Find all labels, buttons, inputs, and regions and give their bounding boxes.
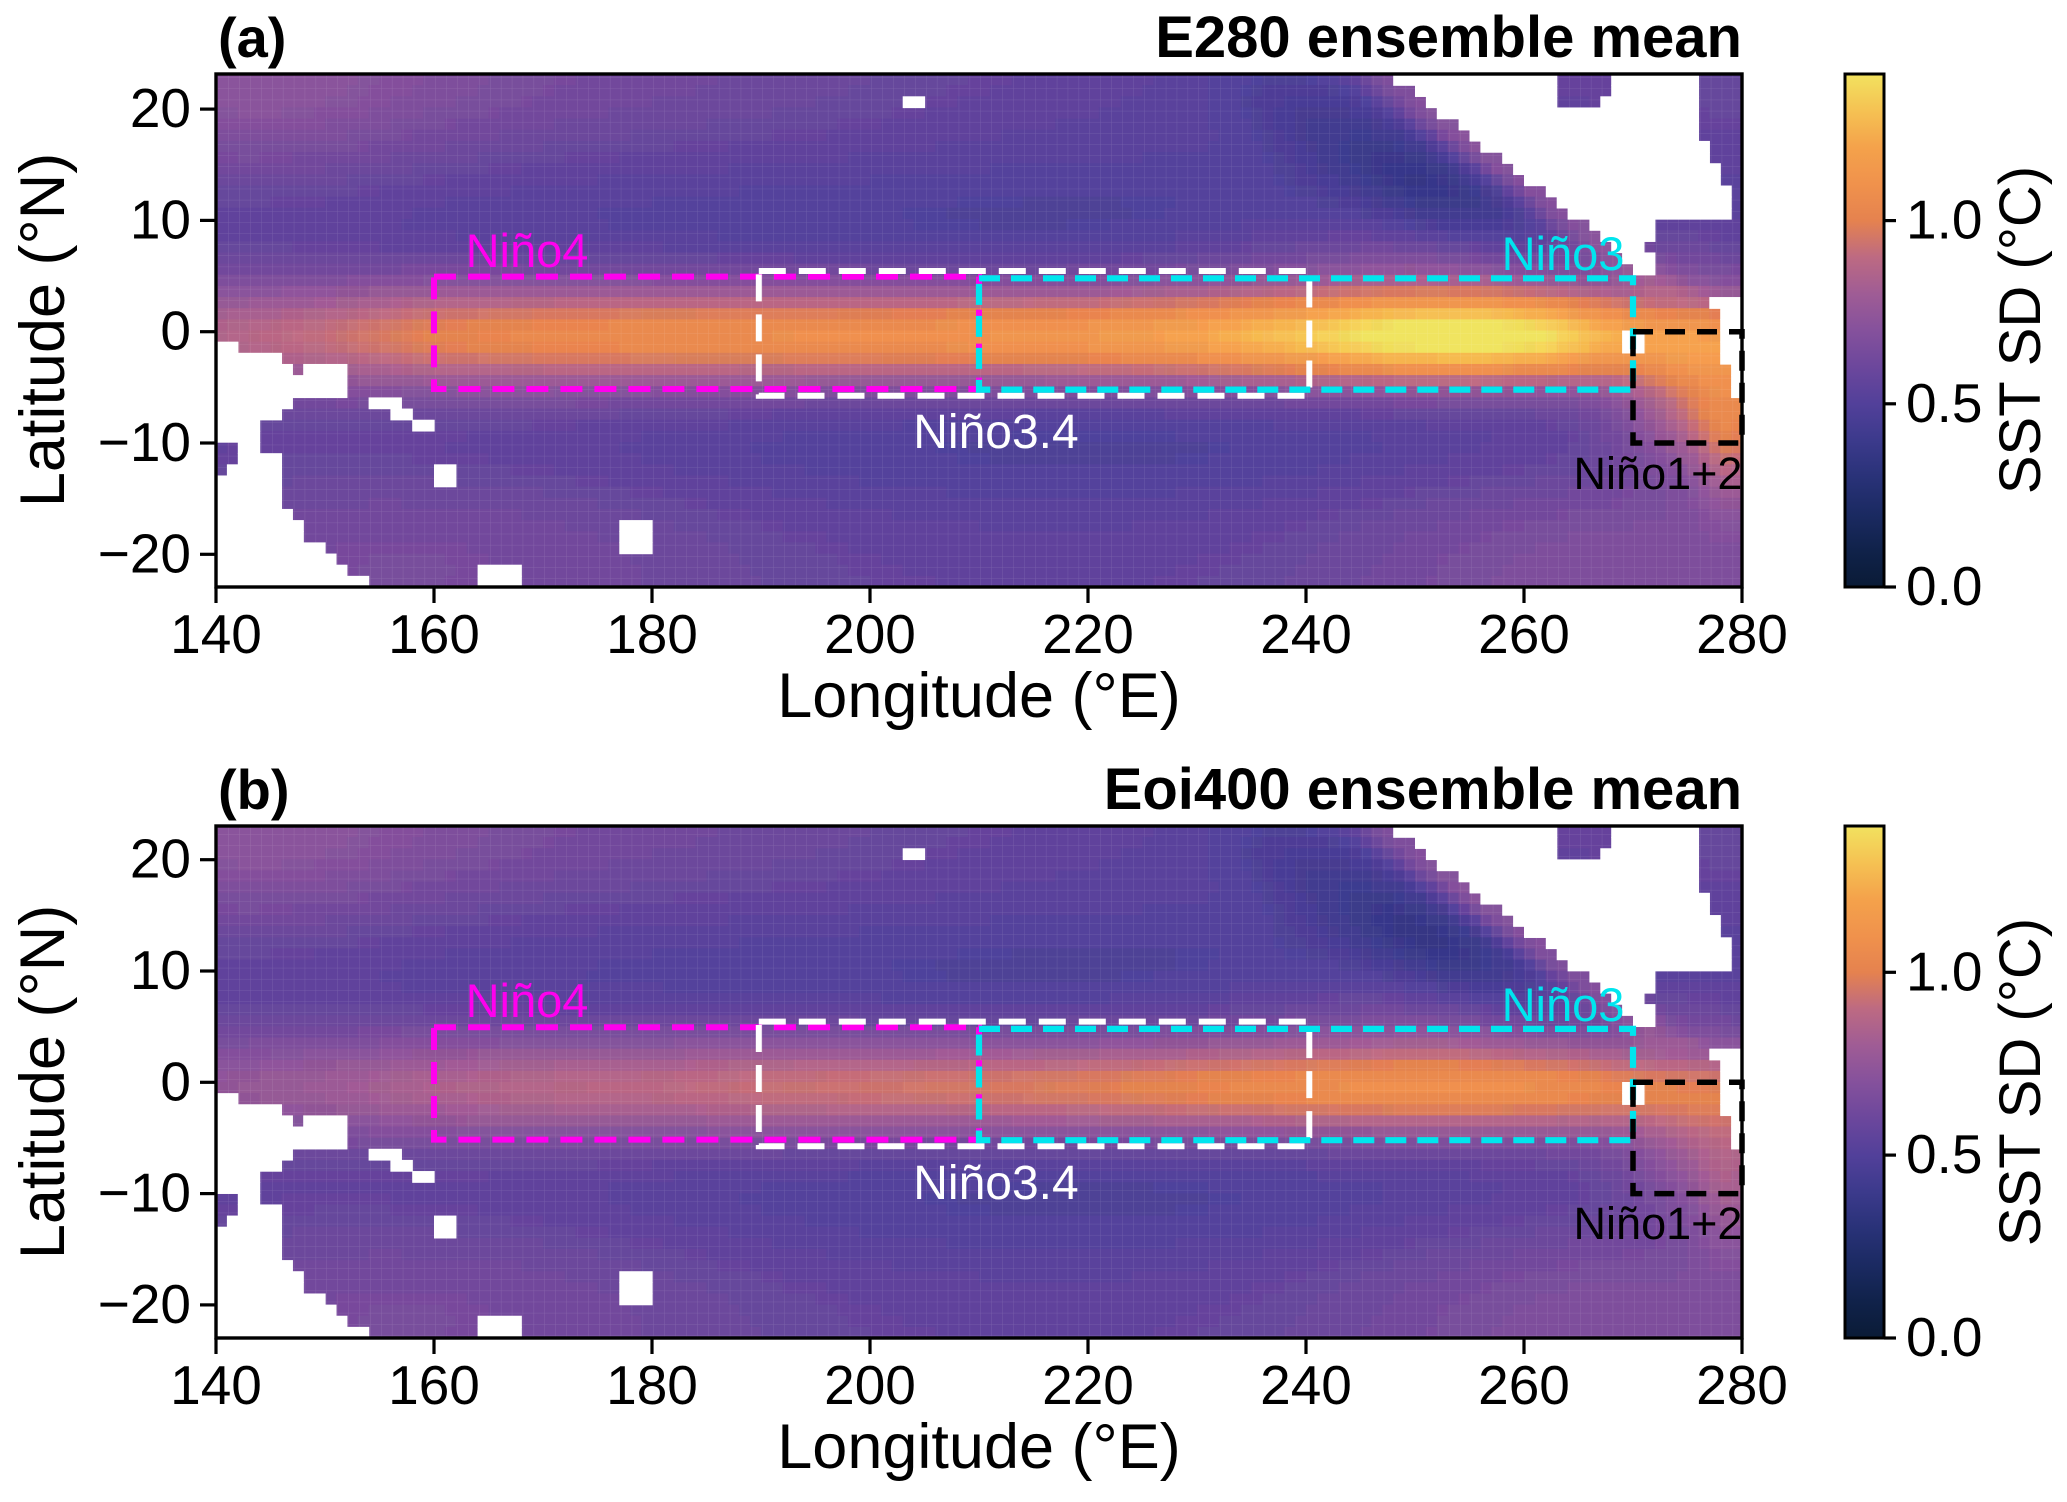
svg-text:0.0: 0.0 bbox=[1906, 1306, 1982, 1368]
svg-text:280: 280 bbox=[1696, 1354, 1788, 1416]
svg-text:160: 160 bbox=[388, 1354, 480, 1416]
svg-text:0: 0 bbox=[160, 300, 191, 362]
svg-text:Niño1+2: Niño1+2 bbox=[1574, 1198, 1743, 1249]
svg-text:SST SD (°C): SST SD (°C) bbox=[1988, 918, 2053, 1246]
svg-text:160: 160 bbox=[388, 603, 480, 665]
svg-text:Niño3: Niño3 bbox=[1502, 227, 1625, 280]
svg-text:280: 280 bbox=[1696, 603, 1788, 665]
svg-text:220: 220 bbox=[1042, 1354, 1134, 1416]
svg-text:240: 240 bbox=[1260, 603, 1352, 665]
svg-text:260: 260 bbox=[1478, 1354, 1570, 1416]
svg-text:0: 0 bbox=[160, 1050, 191, 1112]
svg-text:1.0: 1.0 bbox=[1906, 940, 1982, 1002]
svg-text:Niño4: Niño4 bbox=[466, 974, 589, 1027]
svg-text:(b): (b) bbox=[218, 758, 290, 821]
svg-text:−10: −10 bbox=[98, 1162, 191, 1224]
svg-text:Niño3.4: Niño3.4 bbox=[913, 1157, 1078, 1210]
svg-text:0.0: 0.0 bbox=[1906, 555, 1982, 617]
svg-text:140: 140 bbox=[170, 1354, 262, 1416]
svg-text:Eoi400 ensemble mean: Eoi400 ensemble mean bbox=[1104, 757, 1742, 822]
svg-text:10: 10 bbox=[130, 939, 191, 1001]
svg-text:0.5: 0.5 bbox=[1906, 372, 1982, 434]
svg-text:140: 140 bbox=[170, 603, 262, 665]
svg-text:200: 200 bbox=[824, 603, 916, 665]
svg-text:20: 20 bbox=[130, 828, 191, 890]
svg-text:240: 240 bbox=[1260, 1354, 1352, 1416]
svg-text:200: 200 bbox=[824, 1354, 916, 1416]
svg-text:Latitude (°N): Latitude (°N) bbox=[8, 153, 78, 507]
svg-text:20: 20 bbox=[130, 77, 191, 139]
svg-text:Niño1+2: Niño1+2 bbox=[1574, 448, 1743, 499]
svg-text:10: 10 bbox=[130, 188, 191, 250]
svg-text:(a): (a) bbox=[218, 6, 286, 69]
svg-text:220: 220 bbox=[1042, 603, 1134, 665]
svg-text:Niño3: Niño3 bbox=[1502, 978, 1625, 1031]
svg-text:Latitude (°N): Latitude (°N) bbox=[8, 905, 78, 1259]
svg-text:180: 180 bbox=[606, 1354, 698, 1416]
svg-text:Longitude (°E): Longitude (°E) bbox=[777, 661, 1180, 731]
svg-text:Longitude (°E): Longitude (°E) bbox=[777, 1412, 1180, 1482]
svg-text:SST SD (°C): SST SD (°C) bbox=[1988, 166, 2053, 494]
svg-text:180: 180 bbox=[606, 603, 698, 665]
svg-text:1.0: 1.0 bbox=[1906, 189, 1982, 251]
svg-text:Niño3.4: Niño3.4 bbox=[913, 406, 1078, 459]
svg-text:0.5: 0.5 bbox=[1906, 1123, 1982, 1185]
svg-text:−20: −20 bbox=[98, 522, 191, 584]
svg-text:260: 260 bbox=[1478, 603, 1570, 665]
svg-text:−20: −20 bbox=[98, 1273, 191, 1335]
svg-text:−10: −10 bbox=[98, 411, 191, 473]
svg-text:E280 ensemble mean: E280 ensemble mean bbox=[1155, 5, 1742, 70]
svg-text:Niño4: Niño4 bbox=[466, 224, 589, 277]
